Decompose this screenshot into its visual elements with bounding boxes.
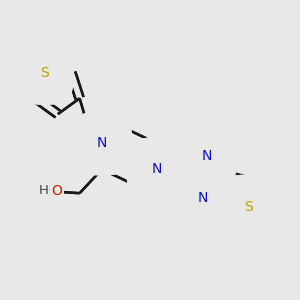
Text: S: S: [40, 66, 49, 80]
Text: O: O: [52, 184, 62, 198]
Text: N: N: [197, 191, 208, 205]
Text: -: -: [48, 184, 52, 198]
Text: S: S: [40, 66, 49, 80]
Text: CH₃: CH₃: [155, 183, 176, 193]
Text: N: N: [202, 149, 212, 164]
Text: N: N: [97, 136, 107, 150]
Text: O: O: [50, 184, 61, 198]
Text: H: H: [39, 184, 49, 196]
Text: H: H: [39, 184, 49, 196]
Text: S: S: [244, 200, 253, 214]
Text: N: N: [152, 162, 162, 176]
Text: N: N: [97, 136, 107, 150]
Text: N: N: [152, 162, 162, 176]
Text: -: -: [48, 184, 53, 198]
